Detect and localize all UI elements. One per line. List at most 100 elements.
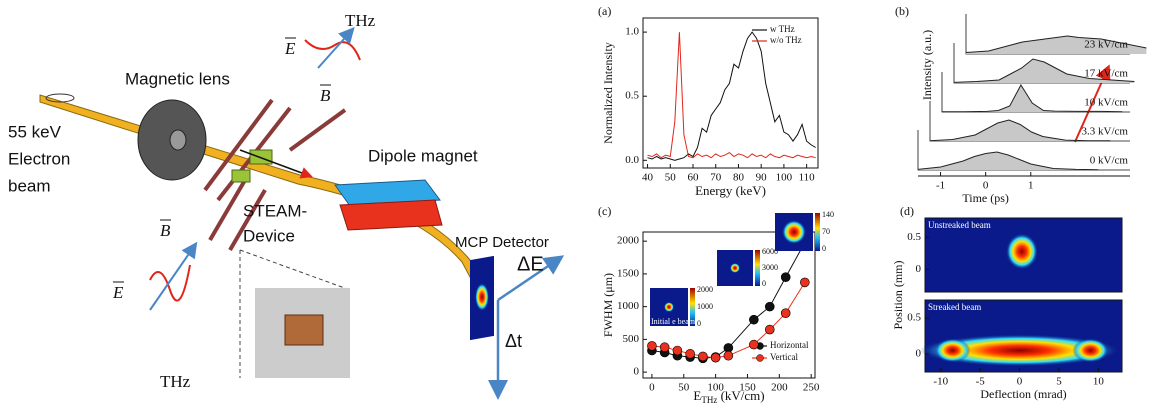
x-tick-label: 10: [1093, 376, 1105, 388]
x-axis-label: Energy (keV): [695, 183, 766, 198]
trace-line: [917, 151, 1099, 171]
delta-t-label: Δt: [505, 331, 522, 351]
trace-label: 10 kV/cm: [1084, 97, 1128, 109]
dipole-magnet: [334, 179, 441, 207]
detector-label: MCP Detector: [455, 234, 549, 251]
marker: [800, 277, 810, 288]
beam-label: 55 keV: [8, 122, 62, 141]
lens-label: Magnetic lens: [125, 69, 230, 88]
vector-arrows: [113, 37, 331, 283]
series-line: [647, 31, 816, 161]
energy-axis: [497, 255, 565, 302]
y-tick-label: 500: [623, 333, 640, 345]
marker: [764, 324, 775, 335]
trace-line: [942, 84, 1123, 113]
marker: [780, 308, 791, 318]
x-tick-label: 1: [1028, 180, 1034, 192]
legend-label: Horizontal: [770, 340, 809, 350]
x-tick-label: 0: [1017, 376, 1023, 388]
legend-label: w/o THz: [770, 35, 802, 45]
marker: [764, 301, 775, 312]
trace-fill: [918, 152, 1099, 170]
plot-frame: [642, 17, 819, 169]
inset-colorbar: [755, 250, 760, 286]
x-tick-label: 200: [771, 382, 788, 394]
panel-label: (c): [598, 204, 611, 218]
colorbar-tick-label: 0: [762, 279, 766, 288]
y-tick-label: 0: [916, 348, 922, 360]
marker: [698, 351, 708, 362]
detector-spot: [475, 283, 489, 311]
e-field-label: E: [112, 283, 124, 302]
setup-diagram: 55 keV Electron beam Magnetic lens THz E…: [8, 11, 565, 400]
x-axis-label: Deflection (mrad): [980, 387, 1066, 401]
b-field-label: B: [320, 86, 331, 105]
trace-label: 23 kV/cm: [1084, 39, 1128, 51]
x-axis-label: ETHz (kV/cm): [693, 388, 764, 403]
zoom-line: [239, 249, 351, 291]
legend-label: Vertical: [770, 352, 798, 362]
series-line: [647, 32, 816, 159]
trace-line: [965, 35, 1147, 53]
beam-label: Electron: [8, 149, 70, 168]
inset-colorbar: [815, 213, 820, 251]
beam-spot: [1072, 338, 1109, 363]
x-tick-label: 150: [739, 382, 756, 394]
x-tick-label: 90: [756, 172, 768, 184]
y-tick-label: 0: [916, 263, 922, 275]
inset-spot: [664, 302, 674, 312]
x-tick-label: 100: [707, 382, 724, 394]
thz-pulse: [149, 264, 191, 302]
beam-spot: [934, 338, 971, 363]
marker: [710, 352, 721, 363]
heatmap-label: Unstreaked beam: [928, 220, 991, 230]
trace-fill: [966, 36, 1147, 54]
panel-label: (b): [895, 4, 909, 18]
x-tick-label: 80: [733, 172, 745, 184]
inset-label: Initial e beam: [651, 317, 696, 326]
x-tick-label: 40: [642, 172, 654, 184]
colorbar-tick-label: 0: [697, 319, 701, 328]
y-tick-label: 0.5: [625, 90, 639, 102]
x-tick-label: -1: [936, 180, 945, 192]
x-tick-label: -10: [933, 376, 948, 388]
magnet-label: Dipole magnet: [368, 146, 478, 165]
beam-label: beam: [8, 176, 51, 195]
marker: [659, 342, 670, 353]
trace-fill: [954, 59, 1135, 83]
device-label: Device: [243, 226, 295, 245]
colorbar-tick-label: 1000: [697, 302, 713, 311]
x-tick-label: 60: [688, 172, 700, 184]
legend-marker: [756, 354, 764, 362]
colorbar-tick-label: 0: [822, 244, 826, 253]
y-tick-label: 0.5: [907, 312, 921, 324]
thz-direction: [317, 27, 355, 69]
legend-label: w THz: [770, 24, 795, 34]
trace-line: [953, 58, 1135, 83]
colorbar-tick-label: 6000: [762, 247, 778, 256]
x-tick-label: 110: [799, 172, 816, 184]
trace-line: [929, 119, 1111, 142]
thz-label: THz: [345, 11, 376, 30]
y-tick-label: 0: [634, 366, 640, 378]
trace-fill: [930, 120, 1111, 141]
trace-label: 17 kV/cm: [1084, 68, 1128, 80]
e-field-label: E: [284, 39, 296, 58]
beam-source: [45, 93, 75, 103]
trace-fill: [942, 85, 1123, 112]
inset-spot: [730, 263, 740, 273]
marker: [749, 339, 759, 350]
thz-pulse: [304, 39, 361, 61]
x-tick-label: 70: [710, 172, 722, 184]
x-axis-label-unit: (kV/cm): [717, 388, 764, 403]
heatmap-label: Streaked beam: [928, 302, 981, 312]
marker: [780, 272, 791, 282]
device-chip: [231, 169, 251, 183]
y-axis-label: Intensity (a.u.): [920, 30, 934, 100]
lens-bore: [169, 129, 187, 151]
y-tick-label: 1000: [617, 300, 640, 312]
panel-label: (d): [900, 204, 914, 218]
device-photo-chip: [284, 314, 324, 346]
x-tick-label: 5: [1056, 376, 1062, 388]
inset-spot: [782, 220, 806, 244]
